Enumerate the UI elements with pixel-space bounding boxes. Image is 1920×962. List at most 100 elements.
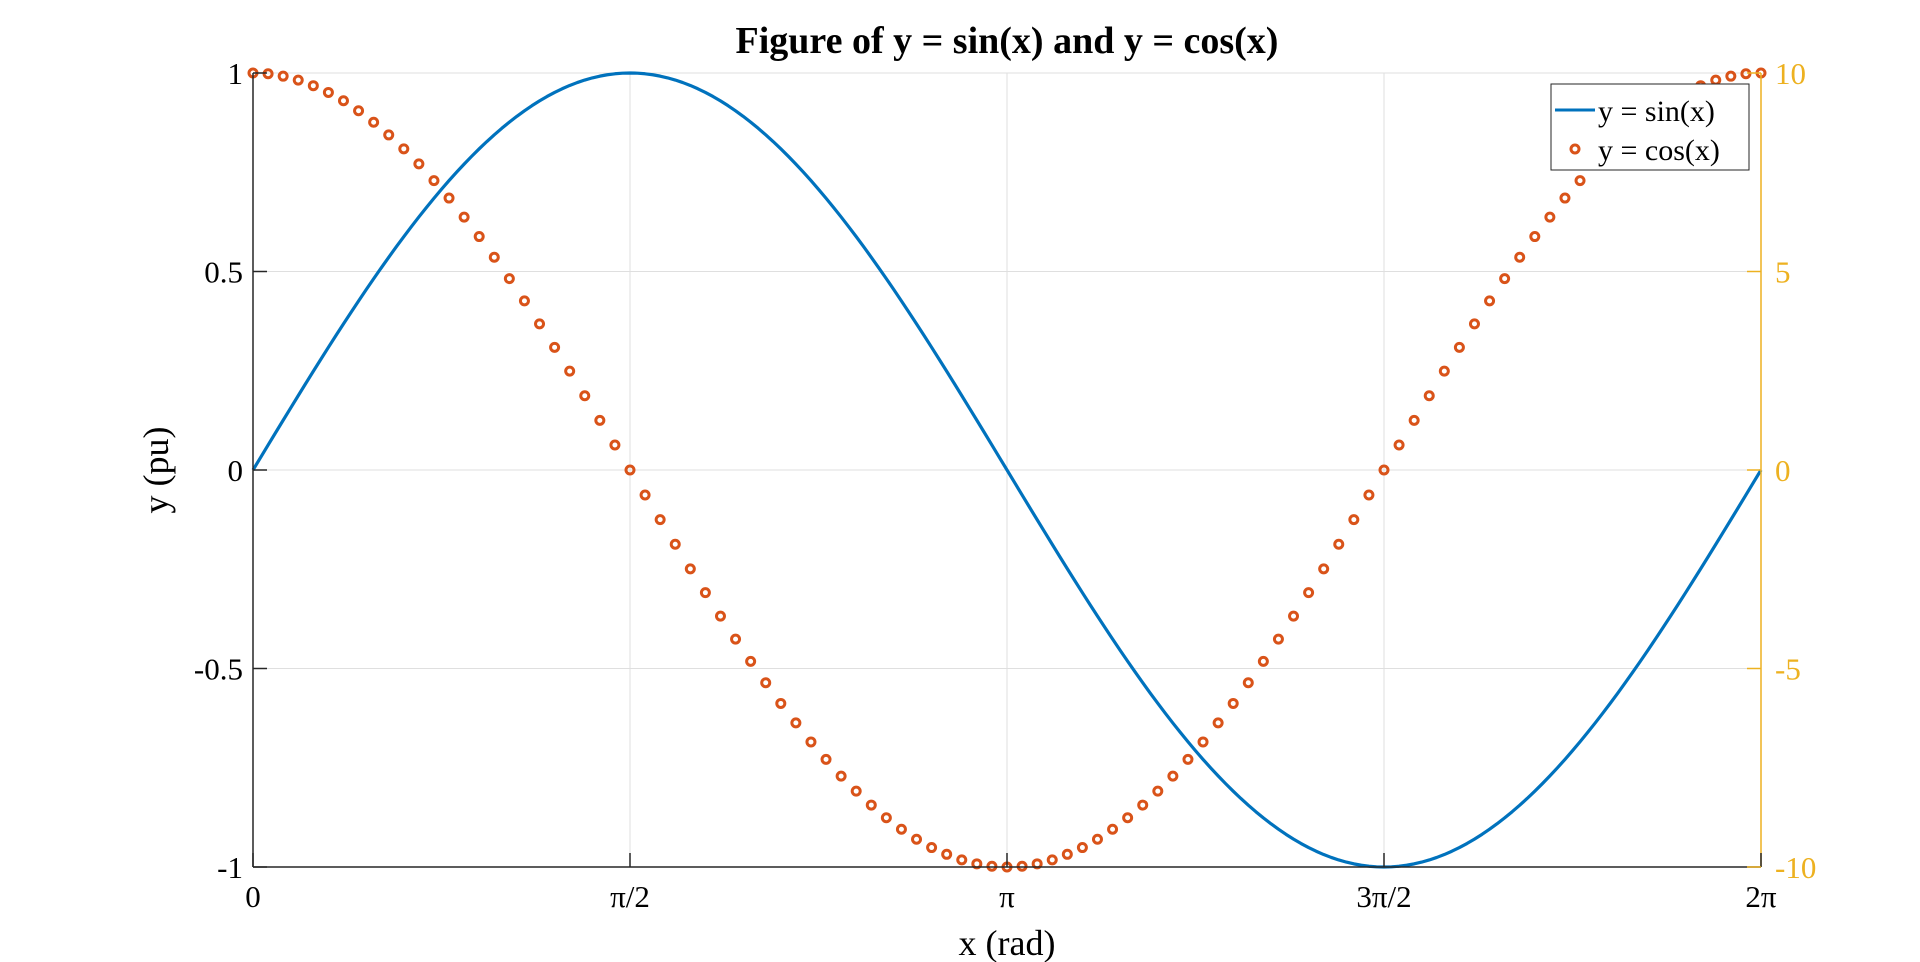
right-y-tick-label: 10 bbox=[1775, 56, 1806, 91]
cos-marker bbox=[1514, 251, 1526, 263]
legend-cos-label: y = cos(x) bbox=[1598, 134, 1720, 167]
cos-marker bbox=[307, 80, 319, 92]
legend-box bbox=[1550, 83, 1750, 171]
cos-marker bbox=[1438, 365, 1450, 377]
y-tick-label: -1 bbox=[217, 850, 243, 885]
cos-marker bbox=[1499, 273, 1511, 285]
cos-marker bbox=[473, 231, 485, 243]
cos-marker bbox=[1137, 799, 1149, 811]
cos-marker bbox=[911, 833, 923, 845]
cos-marker bbox=[1152, 785, 1164, 797]
x-tick-label: 0 bbox=[245, 879, 261, 914]
cos-marker bbox=[805, 736, 817, 748]
cos-marker bbox=[413, 158, 425, 170]
x-tick-label: 2π bbox=[1745, 879, 1777, 914]
cos-marker bbox=[1393, 439, 1405, 451]
cos-marker bbox=[458, 211, 470, 223]
cos-marker bbox=[398, 143, 410, 155]
cos-marker bbox=[1378, 464, 1390, 476]
legend-cos-swatch bbox=[1569, 143, 1581, 155]
cos-marker bbox=[880, 812, 892, 824]
cos-marker bbox=[1272, 633, 1284, 645]
cos-marker bbox=[775, 697, 787, 709]
cos-marker bbox=[820, 753, 832, 765]
cos-marker bbox=[564, 365, 576, 377]
cos-marker bbox=[1257, 655, 1269, 667]
cos-marker bbox=[1303, 587, 1315, 599]
cos-marker bbox=[1408, 414, 1420, 426]
chart-title: Figure of y = sin(x) and y = cos(x) bbox=[736, 20, 1279, 62]
cos-marker bbox=[488, 251, 500, 263]
cos-marker bbox=[1423, 390, 1435, 402]
cos-marker bbox=[1046, 854, 1058, 866]
cos-marker bbox=[322, 86, 334, 98]
cos-marker bbox=[549, 341, 561, 353]
right-y-tick-label: -10 bbox=[1775, 850, 1816, 885]
cos-marker bbox=[714, 610, 726, 622]
cos-marker bbox=[353, 105, 365, 117]
cos-marker bbox=[790, 717, 802, 729]
cos-marker bbox=[292, 74, 304, 86]
cos-marker bbox=[1484, 295, 1496, 307]
y-tick-label: 0.5 bbox=[204, 255, 243, 290]
cos-marker bbox=[1529, 231, 1541, 243]
cos-marker bbox=[1288, 610, 1300, 622]
x-axis-label: x (rad) bbox=[959, 923, 1056, 962]
cos-marker bbox=[835, 770, 847, 782]
cos-marker bbox=[1559, 192, 1571, 204]
cos-marker bbox=[669, 538, 681, 550]
y-tick-label: -0.5 bbox=[194, 652, 243, 687]
cos-marker bbox=[1725, 70, 1737, 82]
cos-marker bbox=[971, 858, 983, 870]
cos-marker bbox=[895, 823, 907, 835]
right-y-tick-label: 5 bbox=[1775, 255, 1791, 290]
cos-marker bbox=[1031, 858, 1043, 870]
cos-marker bbox=[745, 655, 757, 667]
cos-marker bbox=[262, 68, 274, 80]
cos-marker bbox=[518, 295, 530, 307]
cos-marker bbox=[730, 633, 742, 645]
cos-marker bbox=[1167, 770, 1179, 782]
cos-marker bbox=[865, 799, 877, 811]
cos-marker bbox=[428, 175, 440, 187]
y-axis-label: y (pu) bbox=[136, 427, 176, 514]
cos-marker bbox=[594, 414, 606, 426]
cos-marker bbox=[1318, 563, 1330, 575]
cos-marker bbox=[1227, 697, 1239, 709]
cos-marker bbox=[699, 587, 711, 599]
cos-marker bbox=[1212, 717, 1224, 729]
legend: y = sin(x) y = cos(x) bbox=[1550, 83, 1750, 171]
cos-marker bbox=[503, 273, 515, 285]
right-y-tick-label: 0 bbox=[1775, 453, 1791, 488]
cos-marker bbox=[368, 116, 380, 128]
cos-marker bbox=[1740, 68, 1752, 80]
cos-marker bbox=[986, 860, 998, 872]
cos-marker bbox=[1574, 175, 1586, 187]
cos-marker bbox=[1107, 823, 1119, 835]
cos-marker bbox=[926, 842, 938, 854]
cos-marker bbox=[1091, 833, 1103, 845]
tick-layer: 0 π/2 π 3π/2 2π -1 -0.5 0 0.5 1 -10 -5 0 5 10 bbox=[194, 56, 1816, 914]
cos-marker bbox=[760, 677, 772, 689]
cos-marker bbox=[684, 563, 696, 575]
legend-sin-label: y = sin(x) bbox=[1598, 95, 1715, 128]
cos-marker bbox=[443, 192, 455, 204]
cos-marker bbox=[654, 514, 666, 526]
cos-marker bbox=[1182, 753, 1194, 765]
cos-marker bbox=[1076, 842, 1088, 854]
cos-marker bbox=[1348, 514, 1360, 526]
y-tick-label: 0 bbox=[228, 453, 244, 488]
x-tick-label: 3π/2 bbox=[1356, 879, 1411, 914]
cos-marker bbox=[624, 464, 636, 476]
cos-marker bbox=[1197, 736, 1209, 748]
cos-marker bbox=[609, 439, 621, 451]
cos-marker bbox=[1333, 538, 1345, 550]
y-tick-label: 1 bbox=[228, 56, 244, 91]
x-tick-label: π/2 bbox=[610, 879, 650, 914]
right-y-tick-label: -5 bbox=[1775, 652, 1801, 687]
cos-marker bbox=[579, 390, 591, 402]
cos-marker bbox=[1122, 812, 1134, 824]
cos-marker bbox=[1453, 341, 1465, 353]
cos-marker bbox=[383, 129, 395, 141]
cos-marker bbox=[1468, 318, 1480, 330]
